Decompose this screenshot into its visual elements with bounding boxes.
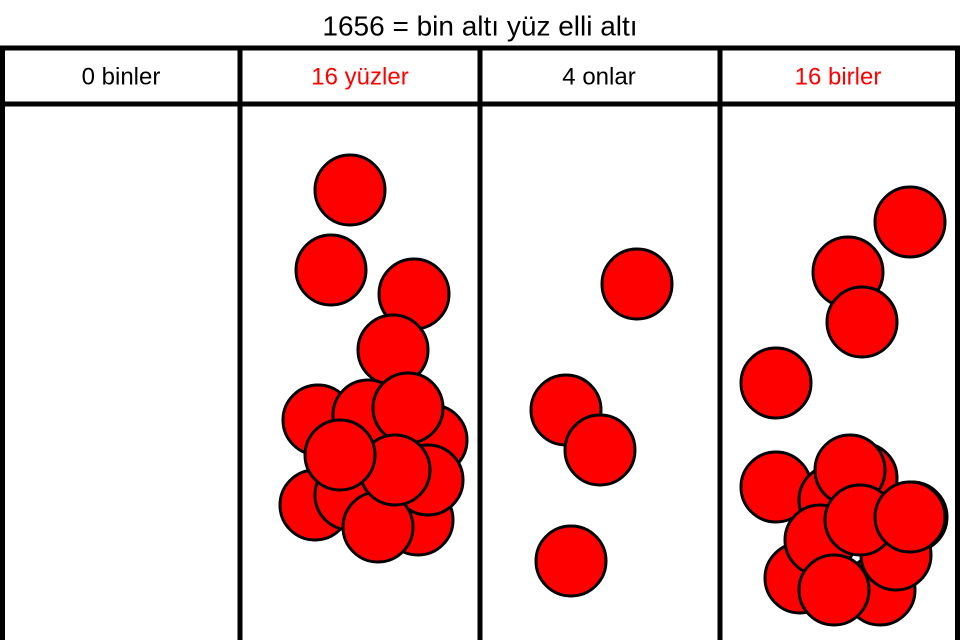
column-header: 4 onlar xyxy=(562,63,635,90)
counter xyxy=(825,285,899,359)
counters xyxy=(278,153,949,627)
counter xyxy=(600,247,674,321)
counter xyxy=(294,233,368,307)
table-grid xyxy=(0,45,960,640)
counter xyxy=(873,480,947,554)
column-header: 0 binler xyxy=(82,63,161,90)
counter xyxy=(303,418,377,492)
diagram-title: 1656 = bin altı yüz elli altı xyxy=(322,10,637,41)
column-header: 16 birler xyxy=(795,63,882,90)
counter xyxy=(797,553,871,627)
counter xyxy=(563,413,637,487)
counter xyxy=(371,371,445,445)
counter xyxy=(873,185,947,259)
counter xyxy=(739,346,813,420)
counter xyxy=(534,524,608,598)
column-header: 16 yüzler xyxy=(311,63,408,90)
counter xyxy=(313,153,387,227)
